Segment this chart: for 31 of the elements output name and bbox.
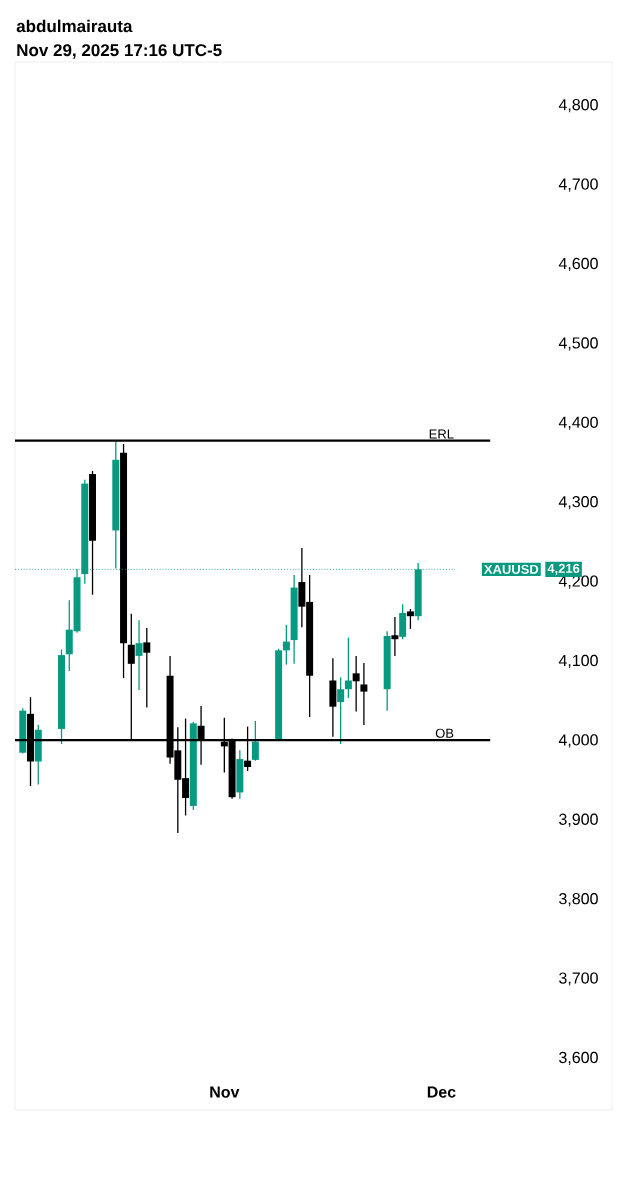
ref-line-label: ERL — [429, 429, 454, 439]
y-tick-label: 3,700 — [559, 972, 598, 986]
candlestick — [337, 676, 345, 745]
ref-line-label: XAUUSD — [483, 564, 539, 574]
y-tick-label: 4,600 — [558, 257, 598, 272]
y-tick-label: 4,400 — [558, 416, 598, 430]
candlestick — [135, 619, 143, 691]
candlestick — [360, 662, 368, 726]
candlestick — [406, 608, 414, 630]
chart-subtitle: Nov 29, 2025 17:16 UTC-5 — [17, 44, 222, 59]
y-tick-label: 4,700 — [558, 178, 598, 192]
ref-line-label: OB — [435, 728, 454, 738]
y-tick-label: 4,300 — [558, 496, 598, 510]
candlestick — [391, 616, 399, 657]
y-tick-label: 4,800 — [558, 99, 598, 113]
candlestick — [352, 655, 360, 713]
candlestick — [344, 636, 352, 699]
y-tick-label: 4,100 — [558, 654, 598, 669]
chart-title: abdulmairauta — [16, 19, 133, 33]
x-tick-label: Nov — [210, 1086, 240, 1098]
y-tick-label: 4,000 — [558, 734, 598, 748]
annotation: 4,216 — [547, 563, 580, 575]
candlestick — [282, 624, 290, 666]
candlestick — [143, 627, 151, 709]
x-tick-label: Dec — [427, 1086, 456, 1098]
y-tick-label: 3,900 — [559, 813, 598, 827]
y-tick-label: 3,600 — [559, 1051, 598, 1066]
y-tick-label: 4,500 — [558, 337, 598, 351]
candlestick — [399, 603, 407, 640]
y-tick-label: 3,800 — [559, 893, 598, 907]
candlestick — [251, 720, 259, 762]
